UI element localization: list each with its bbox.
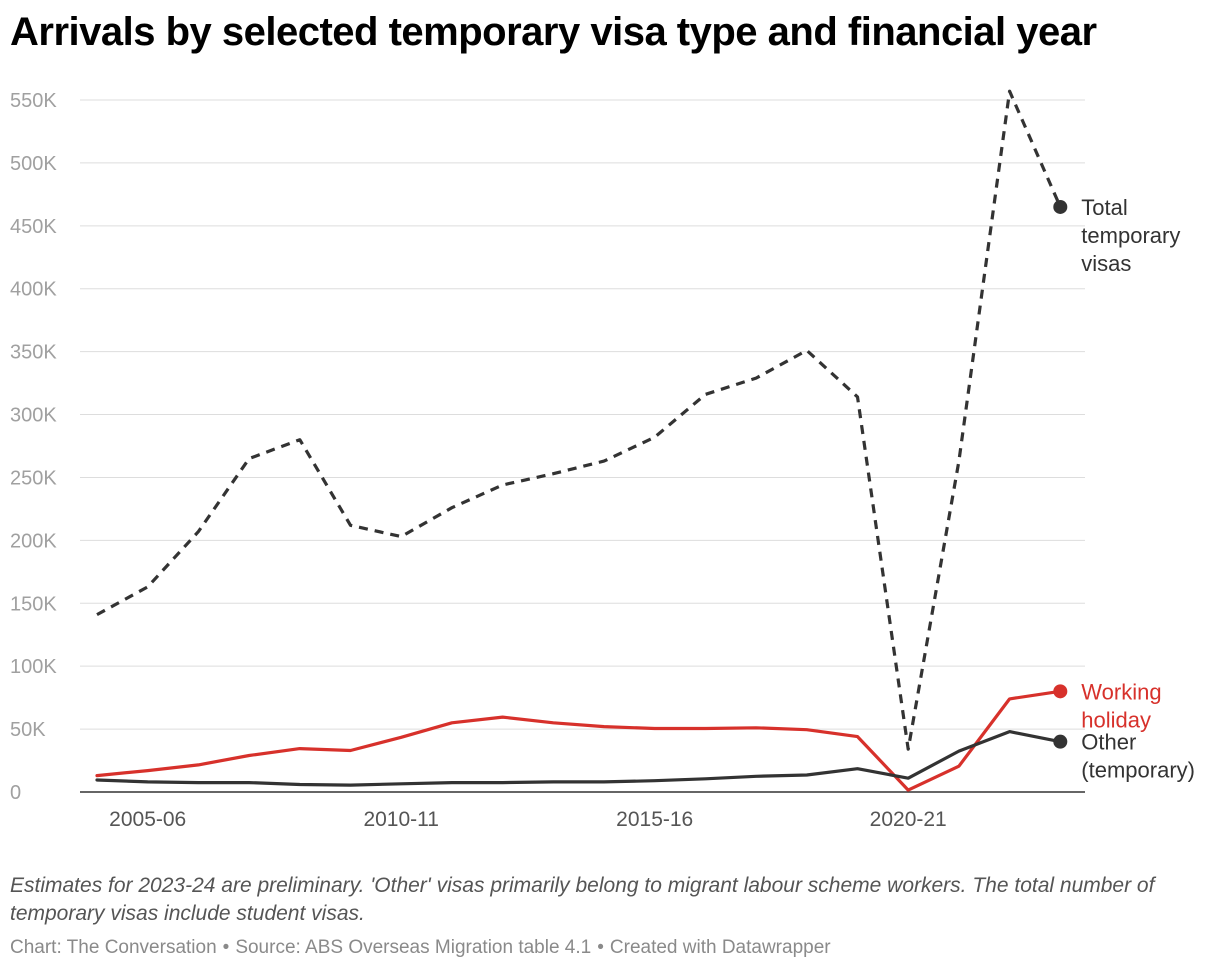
- y-axis-ticks: 0 50K 100K 150K 200K 250K 300K 350K 400K 450K 500K…: [10, 90, 57, 804]
- y-tick-label: 450K: [10, 216, 57, 238]
- footer-source: Source: ABS Overseas Migration table 4.1: [235, 937, 592, 958]
- y-tick-label: 100K: [10, 656, 57, 678]
- y-tick-label: 50K: [10, 719, 46, 741]
- footer-separator: •: [597, 937, 604, 958]
- x-tick-label: 2015-16: [616, 808, 693, 831]
- series-label: Other: [1081, 730, 1136, 755]
- x-tick-label: 2005-06: [109, 808, 186, 831]
- series-line-0: [96, 89, 1062, 751]
- footer-credit: Chart: The Conversation: [10, 937, 217, 958]
- x-tick-label: 2020-21: [870, 808, 947, 831]
- series-end-dot: [1053, 199, 1068, 214]
- chart-notes: Estimates for 2023-24 are preliminary. '…: [10, 874, 1155, 925]
- chart-title: Arrivals by selected temporary visa type…: [10, 10, 1097, 54]
- series-label: temporary: [1081, 223, 1180, 248]
- y-tick-label: 350K: [10, 342, 57, 364]
- y-tick-label: 400K: [10, 279, 57, 301]
- series-lines: [95, 89, 1068, 792]
- y-tick-label: 250K: [10, 467, 57, 489]
- footer-separator: •: [222, 937, 230, 958]
- footer-created: Created with Datawrapper: [609, 937, 831, 958]
- y-tick-label: 500K: [10, 153, 57, 175]
- y-tick-label: 150K: [10, 593, 57, 615]
- series-end-dot: [1053, 684, 1068, 699]
- gridlines: [80, 99, 1085, 793]
- series-line-1: [95, 689, 1062, 792]
- line-chart: 0 50K 100K 150K 200K 250K 300K 350K 400K 450K 500K…: [10, 89, 1195, 831]
- series-label: Working: [1081, 679, 1161, 704]
- y-tick-label: 200K: [10, 530, 57, 552]
- series-line-2: [95, 729, 1062, 787]
- series-label: visas: [1081, 251, 1131, 276]
- x-axis-ticks: 2005-06 2010-11 2015-16 2020-21: [109, 808, 947, 831]
- series-label: Total: [1081, 195, 1127, 220]
- y-tick-label: 0: [10, 782, 21, 804]
- series-end-dot: [1053, 734, 1068, 749]
- y-tick-label: 300K: [10, 405, 57, 427]
- x-tick-label: 2010-11: [363, 808, 439, 831]
- series-label: (temporary): [1081, 758, 1195, 783]
- chart-footer: Chart: The Conversation • Source: ABS Over…: [10, 937, 831, 959]
- y-tick-label: 550K: [10, 90, 57, 112]
- series-label: holiday: [1081, 707, 1151, 732]
